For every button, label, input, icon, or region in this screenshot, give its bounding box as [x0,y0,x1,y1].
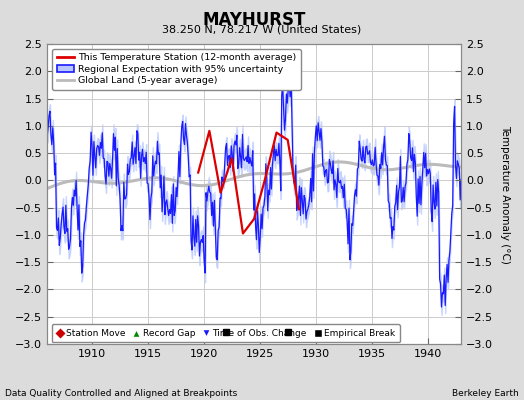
Title: MAYHURST: MAYHURST [202,10,306,28]
Legend: Station Move, Record Gap, Time of Obs. Change, Empirical Break: Station Move, Record Gap, Time of Obs. C… [52,324,400,342]
Text: 38.250 N, 78.217 W (United States): 38.250 N, 78.217 W (United States) [162,25,362,35]
Text: Berkeley Earth: Berkeley Earth [452,389,519,398]
Y-axis label: Temperature Anomaly (°C): Temperature Anomaly (°C) [500,124,510,264]
Text: Data Quality Controlled and Aligned at Breakpoints: Data Quality Controlled and Aligned at B… [5,389,237,398]
